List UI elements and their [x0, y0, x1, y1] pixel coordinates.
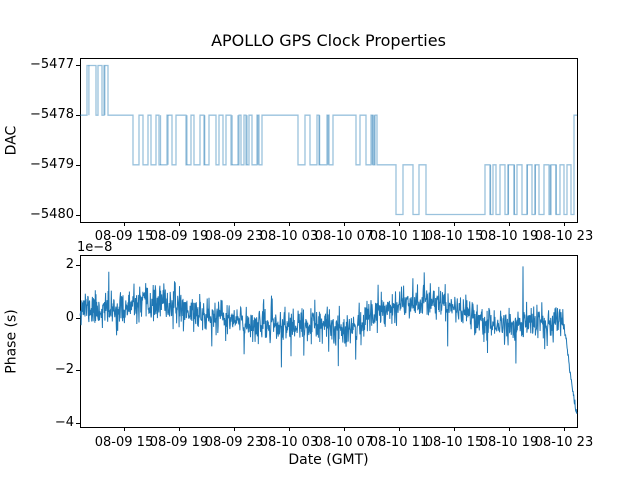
y-tick-label: −5478: [30, 107, 74, 122]
x-tick-label: 08-10 03: [259, 229, 319, 244]
y-tick-label: −5480: [30, 207, 74, 222]
phase-axis-label: Phase (s): [3, 309, 20, 374]
x-tick-label: 08-10 03: [259, 435, 319, 450]
x-tick-label: 08-10 11: [369, 435, 429, 450]
x-tick-label: 08-10 15: [424, 435, 484, 450]
x-tick-label: 08-10 23: [534, 435, 594, 450]
y-tick-label: −4: [54, 415, 74, 430]
x-tick-label: 08-09 15: [94, 229, 154, 244]
y-tick-label: 2: [65, 257, 74, 272]
x-tick-label: 08-10 07: [314, 229, 374, 244]
chart-title: APOLLO GPS Clock Properties: [211, 31, 446, 50]
y-tick-label: 0: [65, 310, 74, 325]
dac-axis-label: DAC: [3, 125, 20, 156]
x-tick-label: 08-09 15: [94, 435, 154, 450]
exponent-offset-label: 1e−8: [77, 240, 113, 255]
x-tick-label: 08-10 19: [479, 229, 539, 244]
x-tick-label: 08-10 15: [424, 229, 484, 244]
x-tick-label: 08-10 23: [534, 229, 594, 244]
x-tick-label: 08-10 11: [369, 229, 429, 244]
date-axis-label: Date (GMT): [288, 452, 369, 468]
x-tick-label: 08-09 23: [204, 435, 264, 450]
x-tick-label: 08-09 19: [149, 229, 209, 244]
x-tick-label: 08-10 19: [479, 435, 539, 450]
y-tick-label: −2: [54, 362, 74, 377]
y-tick-label: −5479: [30, 157, 74, 172]
x-tick-label: 08-09 23: [204, 229, 264, 244]
x-tick-label: 08-10 07: [314, 435, 374, 450]
y-tick-label: −5477: [30, 57, 74, 72]
x-tick-label: 08-09 19: [149, 435, 209, 450]
